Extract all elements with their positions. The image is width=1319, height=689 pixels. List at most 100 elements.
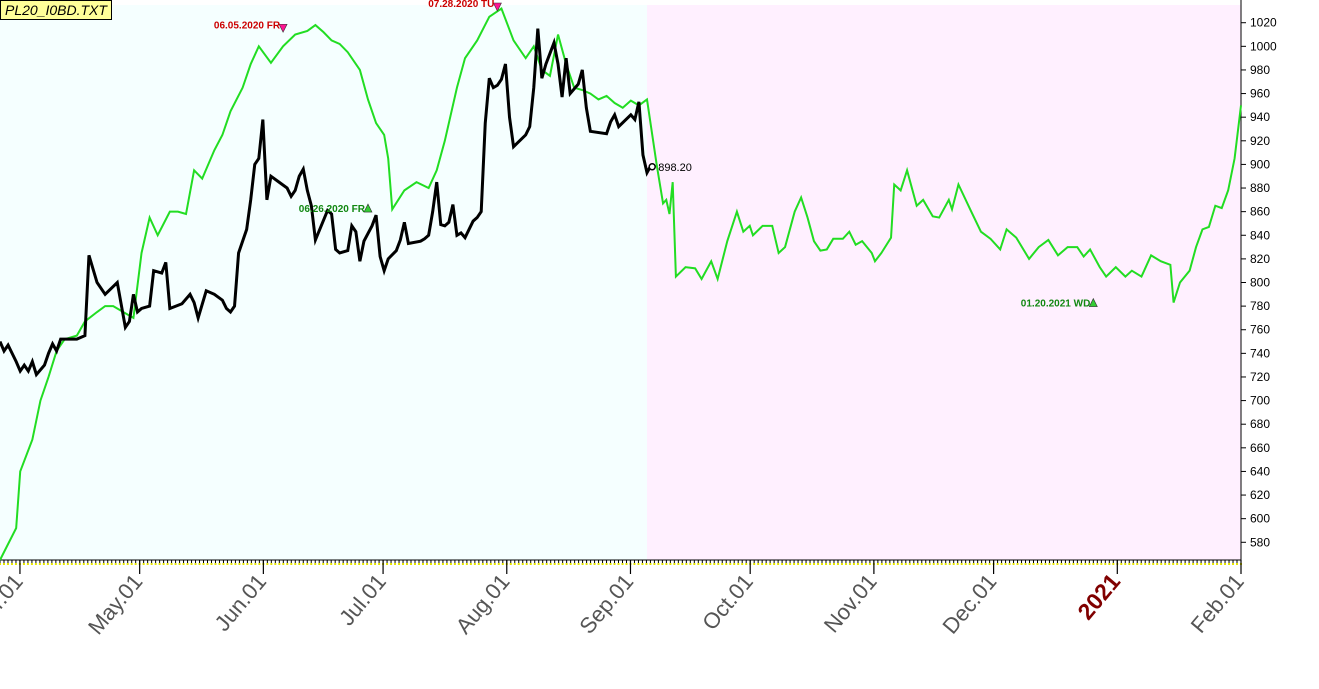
- x-tick-dot: [573, 563, 576, 565]
- price-line: [0, 28, 652, 378]
- y-tick-label: 600: [1250, 512, 1270, 526]
- x-tick-dot: [677, 563, 680, 565]
- x-tick-dot: [781, 563, 784, 565]
- x-tick-dot: [565, 563, 568, 565]
- x-tick-dot: [306, 563, 309, 565]
- x-tick-dot: [1224, 563, 1227, 565]
- y-tick-label: 760: [1250, 323, 1270, 337]
- x-tick-dot: [713, 563, 716, 565]
- x-tick-dot: [322, 563, 325, 565]
- x-tick-dot: [74, 563, 77, 565]
- x-tick-dot: [685, 563, 688, 565]
- y-tick-label: 800: [1250, 276, 1270, 290]
- x-tick-dot: [589, 563, 592, 565]
- x-tick-dot: [154, 563, 157, 565]
- forecast-line: [0, 7, 1242, 561]
- x-tick-dot: [665, 563, 668, 565]
- x-tick-dot: [541, 563, 544, 565]
- x-tick-dot: [912, 563, 915, 565]
- x-tick-dot: [1000, 563, 1003, 565]
- x-tick-dot: [6, 563, 9, 565]
- last-price-marker: [648, 163, 656, 171]
- x-tick-dot: [641, 563, 644, 565]
- y-tick-label: 660: [1250, 441, 1270, 455]
- y-tick-label: 960: [1250, 87, 1270, 101]
- x-tick-dot: [453, 563, 456, 565]
- x-tick-dot: [976, 563, 979, 565]
- x-tick-dot: [968, 563, 971, 565]
- x-tick-dot: [417, 563, 420, 565]
- x-tick-dot: [286, 563, 289, 565]
- y-tick-label: 980: [1250, 63, 1270, 77]
- x-tick-dot: [1144, 563, 1147, 565]
- x-tick-dot: [1112, 563, 1115, 565]
- x-tick-dot: [1072, 563, 1075, 565]
- x-tick-dot: [1036, 563, 1039, 565]
- x-tick-dot: [194, 563, 197, 565]
- high-marker-icon: [278, 23, 288, 33]
- x-tick-dot: [346, 563, 349, 565]
- x-tick-label: Feb.01: [1186, 569, 1249, 638]
- x-tick-dot: [449, 563, 452, 565]
- x-tick-dot: [1084, 563, 1087, 565]
- x-tick-dot: [980, 563, 983, 565]
- x-tick-dot: [106, 563, 109, 565]
- x-tick-dot: [110, 563, 113, 565]
- x-tick-dot: [860, 563, 863, 565]
- x-tick-dot: [134, 563, 137, 565]
- x-tick-dot: [429, 563, 432, 565]
- y-tick-label: 900: [1250, 157, 1270, 171]
- x-tick-dot: [880, 563, 883, 565]
- x-tick-dot: [1148, 563, 1151, 565]
- low-annotation: 06.26.2020 FR: [299, 204, 366, 215]
- x-tick-dot: [413, 563, 416, 565]
- x-tick-dot: [549, 563, 552, 565]
- x-tick-dot: [425, 563, 428, 565]
- x-tick-dot: [1096, 563, 1099, 565]
- x-tick-dot: [661, 563, 664, 565]
- high-annotation: 07.28.2020 TU: [428, 0, 494, 10]
- x-tick-dot: [158, 563, 161, 565]
- x-tick-dot: [673, 563, 676, 565]
- x-tick-dot: [852, 563, 855, 565]
- projection-background: [647, 5, 1241, 560]
- x-tick-dot: [521, 563, 524, 565]
- x-tick-dot: [50, 563, 53, 565]
- x-tick-dot: [246, 563, 249, 565]
- x-tick-dot: [1004, 563, 1007, 565]
- x-tick-dot: [46, 563, 49, 565]
- x-tick-dot: [1020, 563, 1023, 565]
- x-tick-dot: [290, 563, 293, 565]
- x-tick-dot: [206, 563, 209, 565]
- x-tick-dot: [525, 563, 528, 565]
- x-tick-dot: [1152, 563, 1155, 565]
- x-tick-dot: [517, 563, 520, 565]
- x-tick-label: Jul.01: [334, 569, 391, 630]
- x-tick-dot: [1076, 563, 1079, 565]
- x-tick-dot: [561, 563, 564, 565]
- x-tick-dot: [254, 563, 257, 565]
- x-tick-dot: [1008, 563, 1011, 565]
- x-tick-dot: [789, 563, 792, 565]
- x-tick-dot: [42, 563, 45, 565]
- x-tick-dot: [821, 563, 824, 565]
- x-tick-dot: [825, 563, 828, 565]
- x-tick-dot: [14, 563, 17, 565]
- x-tick-dot: [828, 563, 831, 565]
- x-tick-dot: [785, 563, 788, 565]
- x-tick-dot: [964, 563, 967, 565]
- x-tick-dot: [1012, 563, 1015, 565]
- x-tick-dot: [130, 563, 133, 565]
- x-tick-dot: [1188, 563, 1191, 565]
- x-tick-dot: [465, 563, 468, 565]
- x-tick-dot: [501, 563, 504, 565]
- x-tick-dot: [330, 563, 333, 565]
- x-tick-dot: [234, 563, 237, 565]
- x-tick-dot: [701, 563, 704, 565]
- x-tick-dot: [278, 563, 281, 565]
- x-tick-dot: [737, 563, 740, 565]
- x-tick-dot: [952, 563, 955, 565]
- x-tick-dot: [318, 563, 321, 565]
- x-tick-dot: [461, 563, 464, 565]
- x-tick-dot: [489, 563, 492, 565]
